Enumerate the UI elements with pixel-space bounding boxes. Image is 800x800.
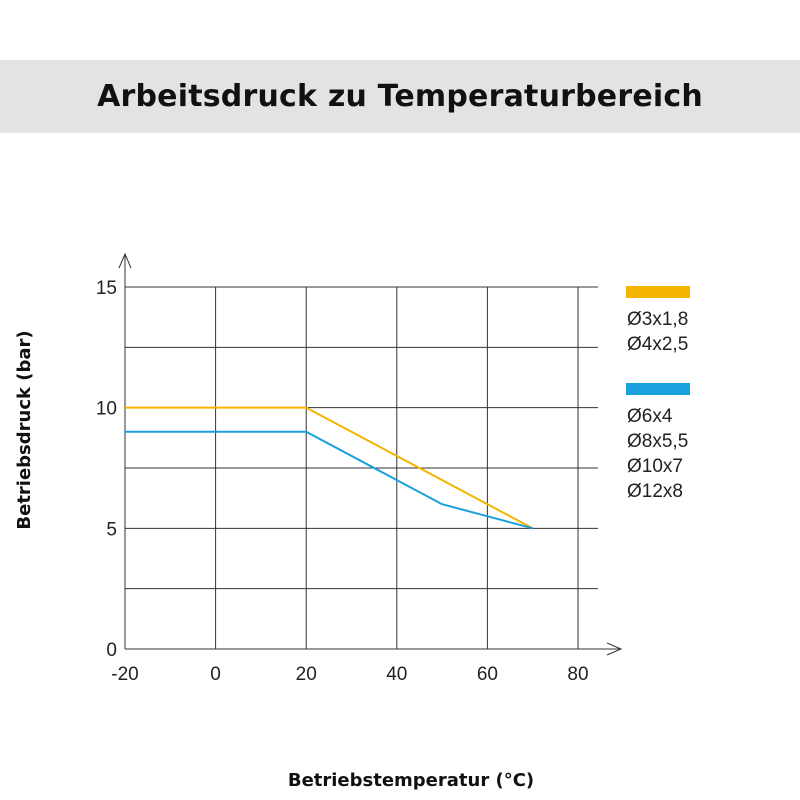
x-tick-label: -20 — [111, 664, 138, 685]
y-tick-label: 15 — [96, 278, 117, 299]
legend-label: Ø4x2,5 — [627, 334, 688, 355]
series-line-1 — [125, 430, 533, 530]
legend-swatch-1 — [626, 383, 690, 395]
title-band: Arbeitsdruck zu Temperaturbereich — [0, 60, 800, 133]
legend-label: Ø8x5,5 — [627, 431, 688, 452]
x-tick-label: 40 — [386, 664, 407, 685]
legend-label: Ø6x4 — [627, 406, 673, 427]
tick-labels: 0 5 10 15 -20 0 20 40 60 80 — [96, 278, 589, 685]
x-axis-arrow — [606, 642, 623, 656]
legend-swatch-0 — [626, 286, 690, 298]
axes — [118, 252, 623, 656]
y-axis-arrow — [118, 252, 132, 269]
x-tick-label: 20 — [296, 664, 317, 685]
y-tick-label: 0 — [106, 640, 117, 661]
series-line-0 — [125, 406, 534, 530]
legend-label: Ø3x1,8 — [627, 309, 688, 330]
chart-title: Arbeitsdruck zu Temperaturbereich — [97, 79, 703, 114]
x-tick-label: 0 — [210, 664, 221, 685]
x-axis-title: Betriebstemperatur (°C) — [288, 770, 534, 791]
legend: Ø3x1,8 Ø4x2,5 Ø6x4 Ø8x5,5 Ø10x7 Ø12x8 — [626, 286, 690, 502]
y-tick-label: 10 — [96, 399, 117, 420]
grid — [125, 286, 598, 649]
y-tick-label: 5 — [106, 519, 117, 540]
x-tick-label: 60 — [477, 664, 498, 685]
series-lines — [125, 406, 534, 530]
legend-label: Ø12x8 — [627, 481, 683, 502]
x-tick-label: 80 — [567, 664, 588, 685]
legend-label: Ø10x7 — [627, 456, 683, 477]
y-axis-title: Betriebsdruck (bar) — [14, 330, 35, 529]
